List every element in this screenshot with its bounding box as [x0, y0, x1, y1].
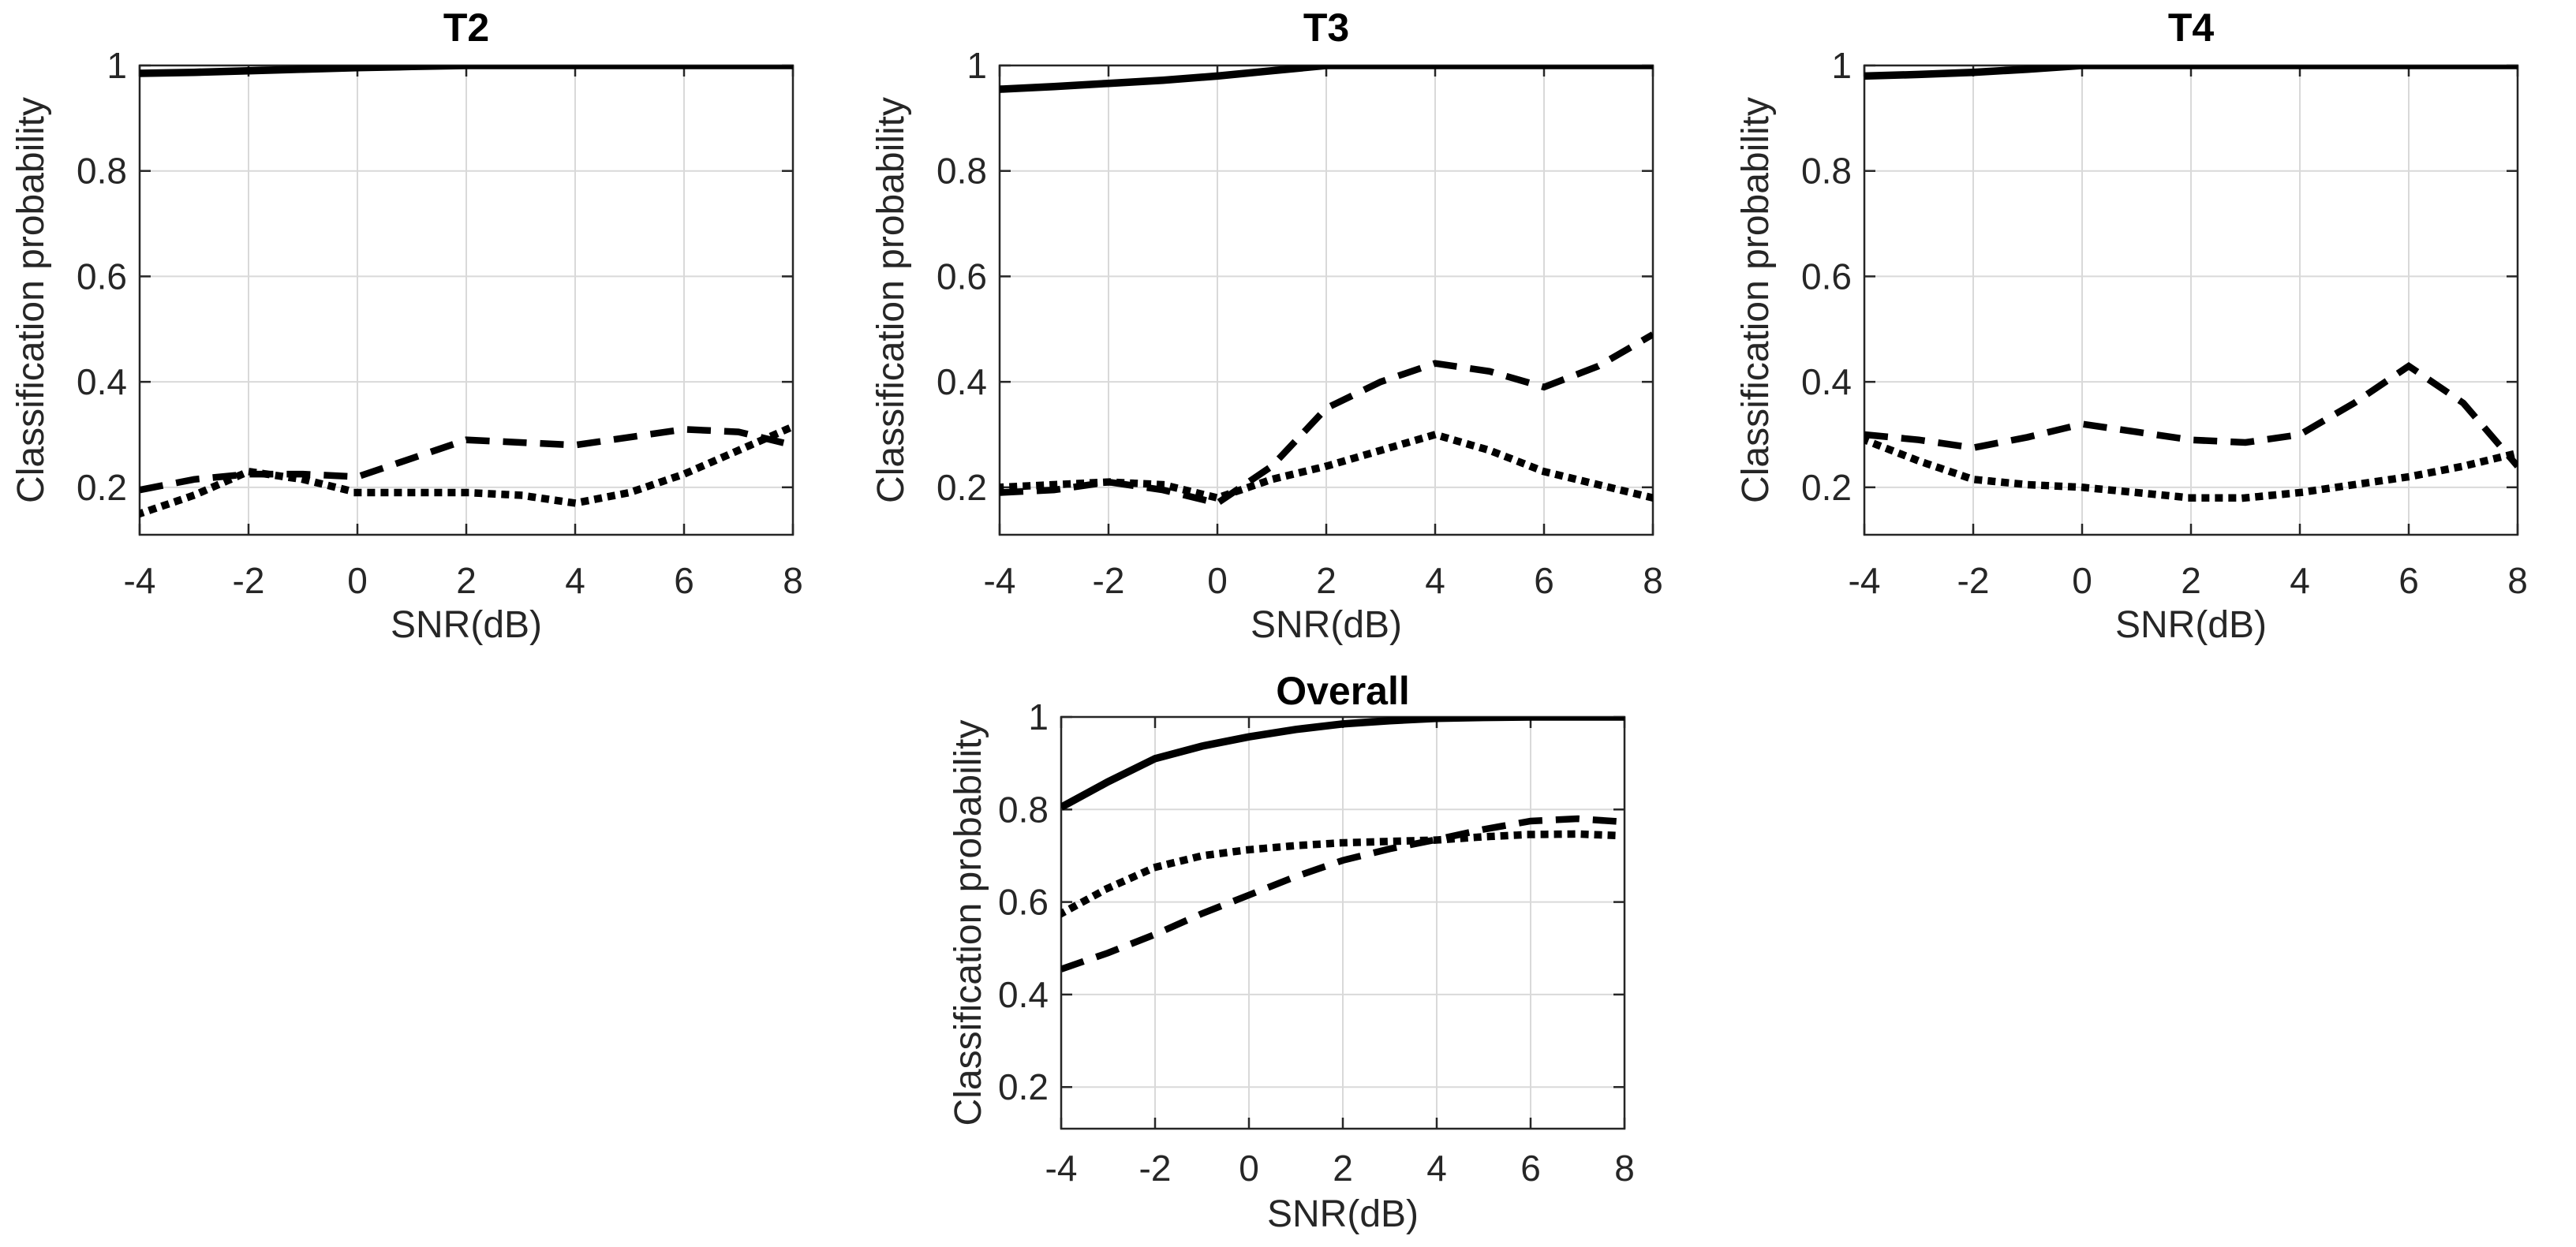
t4-xtick-label: 0	[2072, 560, 2092, 601]
t3-ytick-label: 0.4	[937, 361, 987, 402]
overall-dotted-series	[1061, 830, 1624, 918]
t3-xlabel: SNR(dB)	[1251, 604, 1402, 646]
t2-xtick-label: 6	[674, 560, 694, 601]
t3-dotted-series	[1000, 431, 1653, 502]
overall-ytick-label: 1	[1028, 696, 1049, 737]
t2-xtick-label: 4	[565, 560, 585, 601]
overall-solid-series	[1061, 717, 1624, 811]
t2-xtick-label: 0	[347, 560, 368, 601]
t3-ytick-label: 0.2	[937, 467, 987, 508]
overall-ytick-label: 0.4	[998, 974, 1049, 1015]
overall-ylabel: Classification probability	[948, 720, 989, 1126]
overall-xtick-label: 4	[1426, 1148, 1447, 1189]
t2-dashed-series	[140, 426, 793, 494]
t4-gridlines	[1864, 65, 2518, 535]
t4-solid-series	[1864, 65, 2518, 80]
t3-ylabel: Classification probability	[870, 97, 912, 503]
t3-plot-svg: -4 -2 0 2 4 6 8 0.2 0.4 0.6 0.8 1 SNR(dB) Classificat…	[870, 6, 1663, 646]
chart-t2: -4 -2 0 2 4 6 8 0.2 0.4 0.6 0.8 1 SNR(dB) Classificat…	[0, 0, 858, 655]
t3-ytick-label: 1	[966, 45, 987, 86]
t2-ytick-label: 0.4	[77, 361, 127, 402]
t3-solid-series	[1000, 65, 1653, 93]
t3-dashed-series	[1000, 331, 1653, 507]
t4-ylabel: Classification probability	[1735, 97, 1777, 503]
t3-xtick-label: 8	[1643, 560, 1663, 601]
chart-t4: -4 -2 0 2 4 6 8 0.2 0.4 0.6 0.8 1 SNR(dB) Classificat…	[1725, 0, 2576, 655]
t2-ytick-label: 0.6	[77, 256, 127, 297]
overall-xtick-label: 8	[1614, 1148, 1635, 1189]
t4-ytick-label: 0.4	[1801, 361, 1852, 402]
overall-ytick-label: 0.6	[998, 882, 1049, 923]
t4-xtick-label: 6	[2398, 560, 2419, 601]
t2-xtick-label: 2	[456, 560, 477, 601]
t2-ytick-label: 0.2	[77, 467, 127, 508]
t3-xtick-label: 0	[1207, 560, 1228, 601]
t3-xtick-label: 6	[1534, 560, 1554, 601]
t4-ytick-label: 0.8	[1801, 151, 1852, 192]
t4-dotted-series	[1864, 435, 2518, 502]
t4-xlabel: SNR(dB)	[2115, 604, 2267, 646]
overall-ytick-label: 0.8	[998, 789, 1049, 830]
t3-xtick-label: -2	[1093, 560, 1125, 601]
t2-ytick-label: 1	[107, 45, 127, 86]
overall-xtick-label: -2	[1139, 1148, 1172, 1189]
t4-xtick-label: -2	[1957, 560, 1990, 601]
overall-ytick-label: 0.2	[998, 1066, 1049, 1107]
chart-t3: -4 -2 0 2 4 6 8 0.2 0.4 0.6 0.8 1 SNR(dB) Classificat…	[860, 0, 1718, 655]
t2-plot-svg: -4 -2 0 2 4 6 8 0.2 0.4 0.6 0.8 1 SNR(dB) Classificat…	[10, 6, 803, 646]
overall-gridlines	[1060, 716, 1625, 1129]
overall-xtick-label: 0	[1239, 1148, 1259, 1189]
overall-xtick-label: 2	[1333, 1148, 1353, 1189]
t2-ytick-label: 0.8	[77, 151, 127, 192]
t2-ylabel: Classification probability	[10, 97, 52, 503]
t3-ytick-label: 0.6	[937, 256, 987, 297]
t4-ytick-label: 0.6	[1801, 256, 1852, 297]
t3-xtick-label: 2	[1316, 560, 1337, 601]
t2-solid-series	[140, 65, 793, 77]
overall-xlabel: SNR(dB)	[1267, 1193, 1419, 1235]
t2-xtick-label: -4	[124, 560, 156, 601]
t4-ytick-label: 0.2	[1801, 467, 1852, 508]
overall-dashed-series	[1061, 815, 1624, 973]
t2-title: T2	[443, 6, 489, 50]
t4-xtick-label: 2	[2181, 560, 2201, 601]
t2-xtick-label: 8	[783, 560, 803, 601]
t4-dashed-series	[1864, 361, 2518, 469]
t2-xtick-label: -2	[233, 560, 265, 601]
overall-plot-svg: -4 -2 0 2 4 6 8 0.2 0.4 0.6 0.8 1 SNR(dB) Classificat…	[948, 669, 1635, 1235]
t4-xtick-label: 8	[2507, 560, 2528, 601]
overall-title: Overall	[1276, 669, 1410, 713]
t4-title: T4	[2168, 6, 2215, 50]
overall-xtick-label: 6	[1520, 1148, 1541, 1189]
t3-ytick-label: 0.8	[937, 151, 987, 192]
t2-dotted-series	[140, 422, 793, 518]
t2-xlabel: SNR(dB)	[391, 604, 542, 646]
t4-xtick-label: -4	[1849, 560, 1881, 601]
t4-plot-svg: -4 -2 0 2 4 6 8 0.2 0.4 0.6 0.8 1 SNR(dB) Classificat…	[1735, 6, 2528, 646]
overall-xtick-label: -4	[1045, 1148, 1078, 1189]
t4-tick-marks	[1863, 64, 2519, 535]
t3-xtick-label: 4	[1425, 560, 1445, 601]
chart-overall: -4 -2 0 2 4 6 8 0.2 0.4 0.6 0.8 1 SNR(dB) Classificat…	[919, 666, 1708, 1247]
t3-xtick-label: -4	[984, 560, 1016, 601]
t4-xtick-label: 4	[2290, 560, 2310, 601]
t4-ytick-label: 1	[1831, 45, 1852, 86]
t3-title: T3	[1303, 6, 1349, 50]
t2-gridlines	[139, 65, 794, 535]
